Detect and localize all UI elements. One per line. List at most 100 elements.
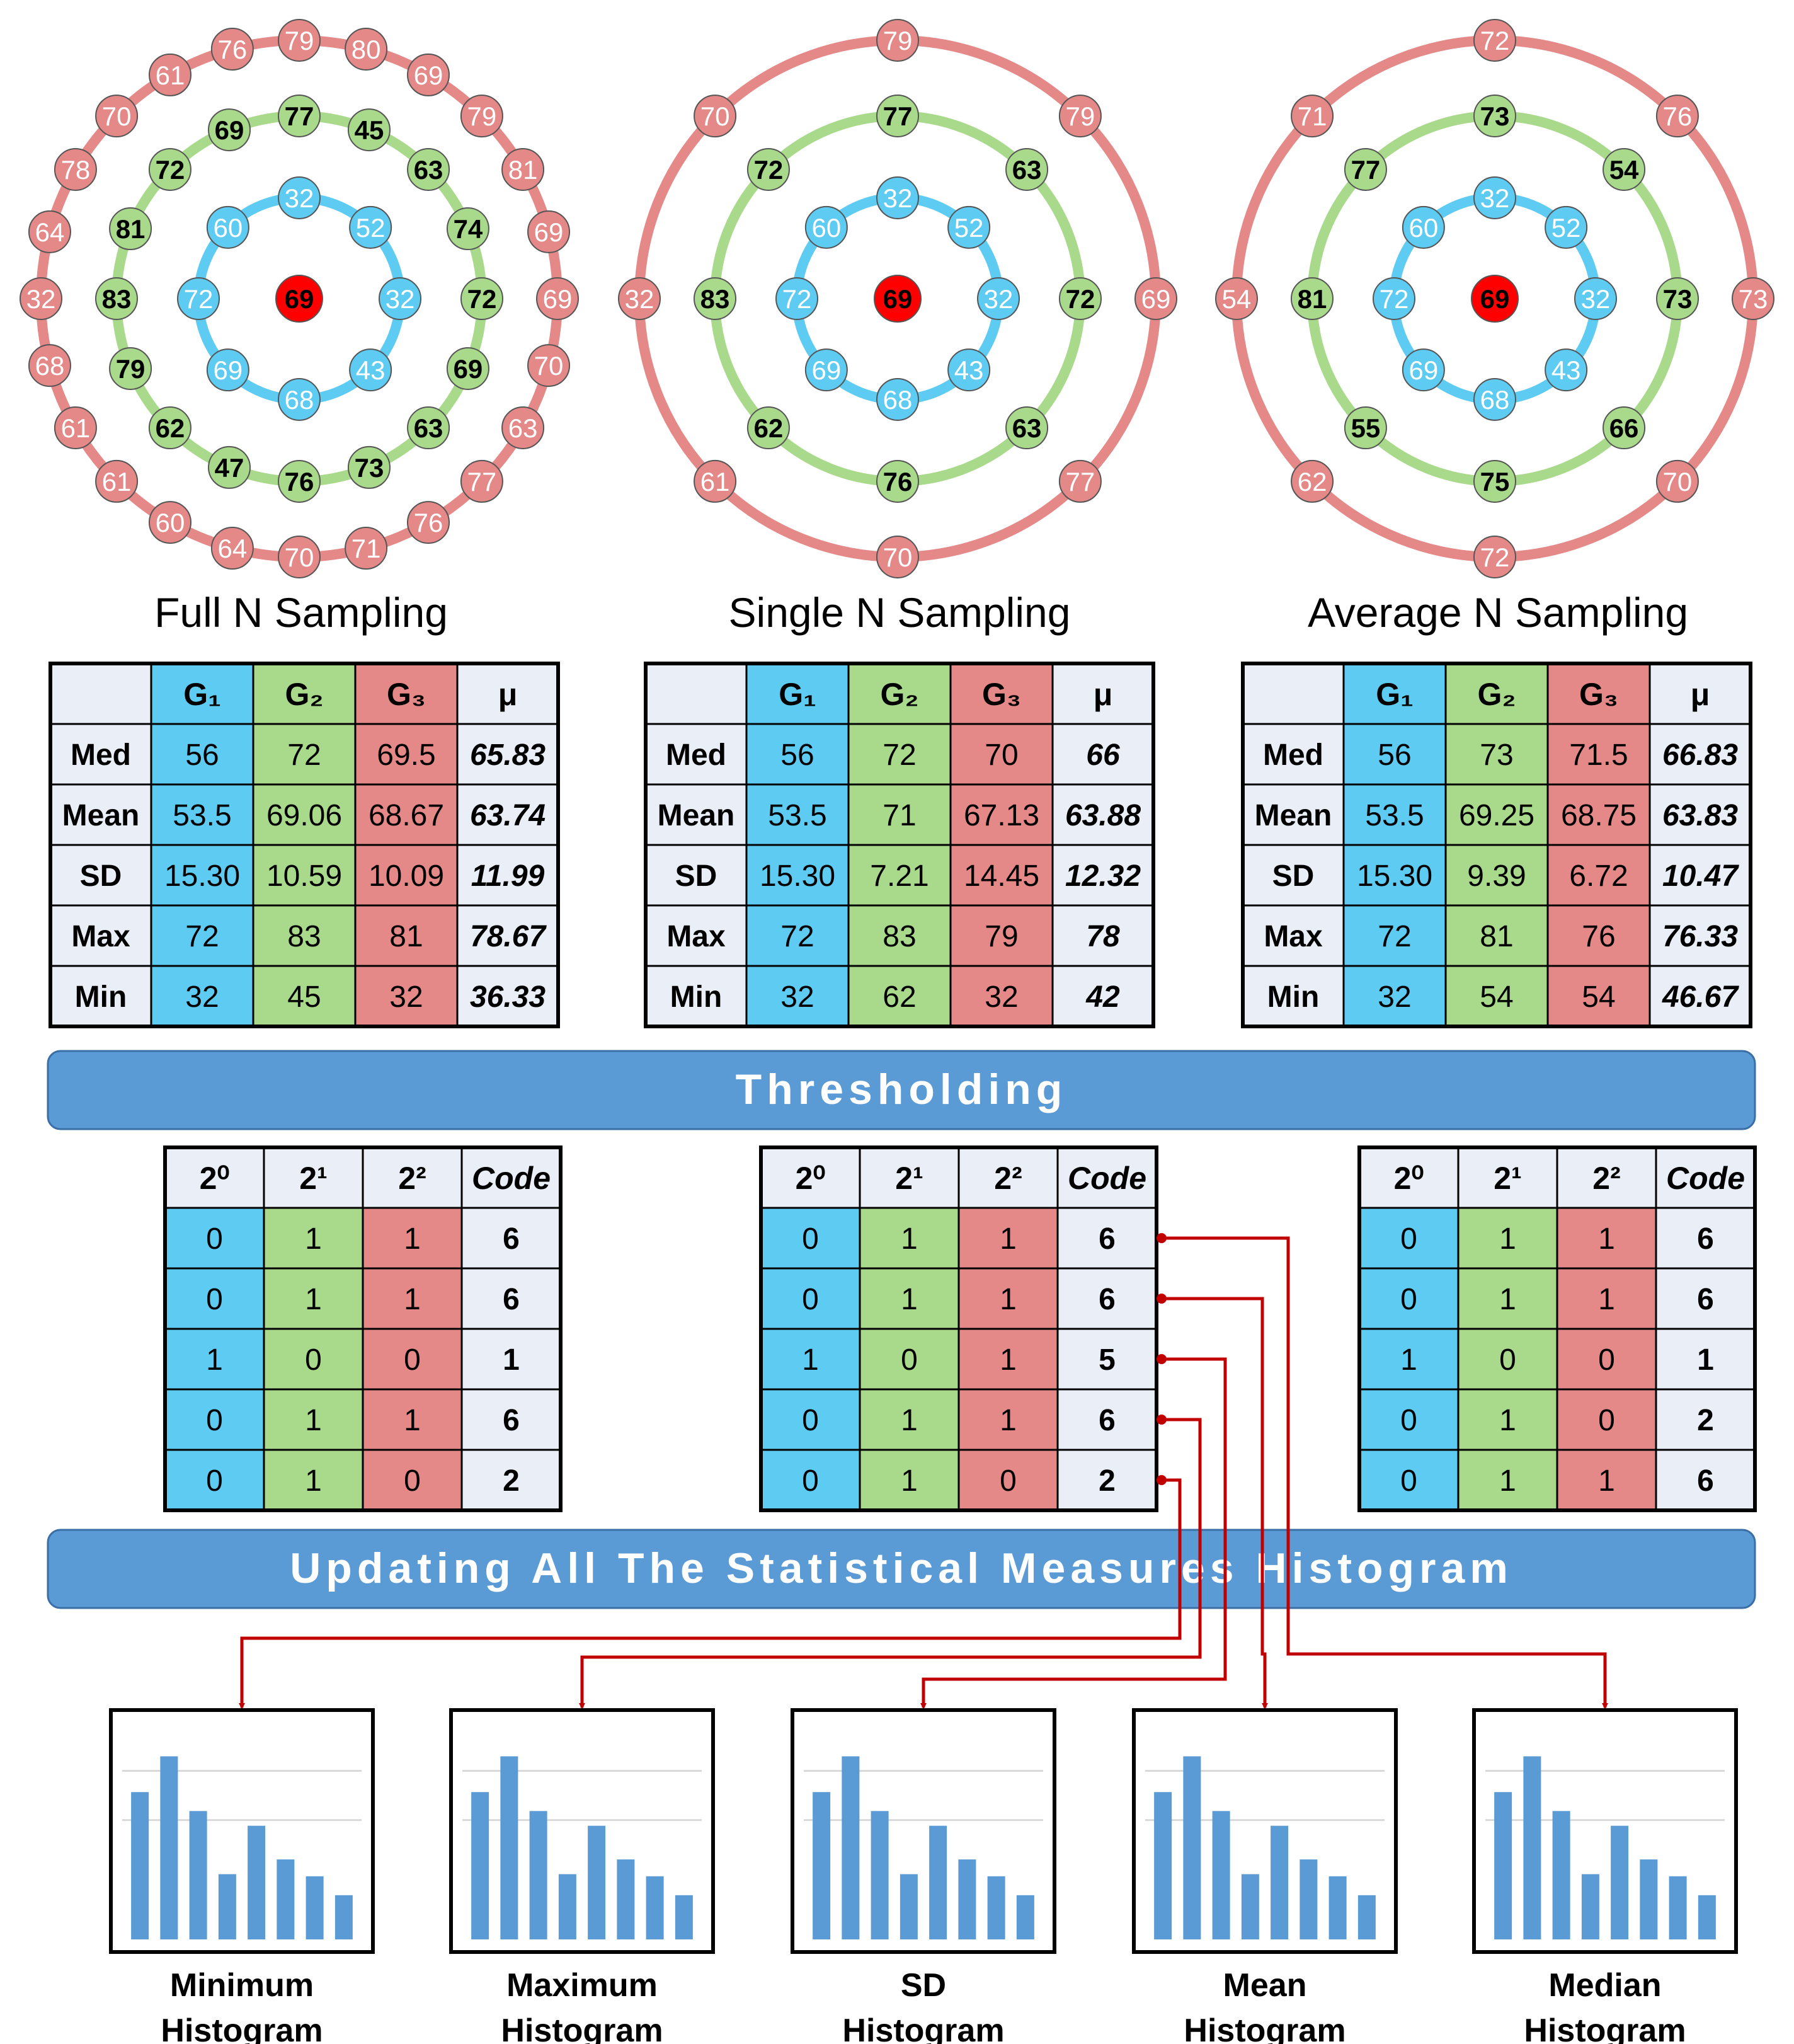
full-g3-node bbox=[536, 277, 579, 320]
average-g1-node bbox=[1373, 277, 1415, 320]
single-center-node bbox=[874, 275, 922, 323]
average-g1-node bbox=[1545, 205, 1588, 249]
stats-g2-value: 54 bbox=[1480, 980, 1513, 1014]
single-g1-value: 60 bbox=[812, 213, 842, 243]
bit-value: 1 bbox=[901, 1283, 918, 1316]
bit-value: 0 bbox=[1499, 1343, 1516, 1377]
average-g3-node bbox=[1291, 95, 1334, 138]
single-g1-value: 52 bbox=[954, 213, 984, 243]
stats-mu-value: 10.47 bbox=[1662, 859, 1739, 893]
full-g2-value: 69 bbox=[215, 115, 244, 145]
bit-value: 0 bbox=[802, 1464, 819, 1498]
stats-cell bbox=[252, 783, 357, 846]
histogram-bar bbox=[1183, 1756, 1201, 1939]
stats-cell bbox=[1242, 662, 1345, 725]
code-cell bbox=[1556, 1328, 1657, 1391]
bit-value: 1 bbox=[305, 1464, 322, 1498]
code-value: 1 bbox=[503, 1343, 520, 1377]
bit-value: 0 bbox=[206, 1222, 223, 1256]
stats-cell bbox=[1648, 662, 1752, 725]
histogram-bar bbox=[813, 1792, 831, 1939]
single-g1-value: 72 bbox=[782, 284, 812, 314]
stats-g2-value: 9.39 bbox=[1467, 859, 1526, 893]
code-cell bbox=[1457, 1388, 1558, 1451]
stats-mu-value: 76.33 bbox=[1662, 920, 1738, 953]
histogram-bar bbox=[1271, 1825, 1289, 1939]
average-g3-value: 71 bbox=[1298, 101, 1327, 131]
average-g3-value: 76 bbox=[1663, 101, 1693, 131]
full-g2-node bbox=[347, 445, 391, 489]
stats-g1-value: 32 bbox=[780, 980, 814, 1014]
code-header: Code bbox=[472, 1161, 551, 1196]
single-g3-value: 70 bbox=[700, 101, 730, 131]
bit-value: 0 bbox=[404, 1343, 421, 1377]
bit-value: 0 bbox=[802, 1283, 819, 1316]
full-g3-value: 69 bbox=[543, 284, 573, 314]
stats-mu-value: 46.67 bbox=[1662, 980, 1739, 1014]
stats-mu-value: 66 bbox=[1086, 738, 1120, 772]
code-cell bbox=[460, 1328, 562, 1391]
stats-cell bbox=[1444, 965, 1549, 1028]
stats-g3-value: 68.67 bbox=[369, 799, 444, 832]
single-g3-value: 79 bbox=[883, 26, 913, 55]
stats-cell bbox=[644, 662, 748, 725]
code-cell bbox=[1056, 1207, 1158, 1270]
full-g3-node bbox=[210, 527, 254, 570]
bit-value: 1 bbox=[1598, 1222, 1615, 1256]
full-g1-value: 60 bbox=[214, 213, 243, 243]
stats-header: G₃ bbox=[387, 677, 426, 712]
stats-g1-value: 15.30 bbox=[760, 859, 835, 893]
stats-row-label: Max bbox=[71, 920, 130, 953]
average-g2-node bbox=[1603, 147, 1646, 191]
code-cell bbox=[362, 1207, 463, 1270]
histogram-bar bbox=[871, 1811, 889, 1939]
average-g2-node bbox=[1656, 277, 1699, 320]
stats-table: G₁ G₂ G₃ μ Med 56 72 70 66 Mean 53.5 71 67.13 63.88 SD… bbox=[644, 662, 1155, 1028]
code-header: Code bbox=[1068, 1161, 1146, 1196]
histogram-bar bbox=[1154, 1792, 1172, 1939]
histogram-bar bbox=[334, 1895, 353, 1939]
bit-value: 1 bbox=[404, 1404, 421, 1437]
ring-diagram-full: 79 80 69 79 81 69 69 70 63 77 76 71 70 64 60 61 61 68 32 64… bbox=[20, 19, 579, 578]
average-center-value: 69 bbox=[1480, 284, 1510, 314]
bit-value: 1 bbox=[1000, 1343, 1017, 1377]
full-g1-node bbox=[206, 348, 249, 392]
histogram-bar bbox=[1016, 1895, 1034, 1939]
stats-header: G₁ bbox=[183, 677, 221, 712]
stats-g1-value: 72 bbox=[1378, 920, 1411, 953]
average-g1-value: 32 bbox=[1480, 183, 1510, 213]
full-g2-node bbox=[407, 406, 450, 450]
histogram-bar bbox=[1523, 1756, 1541, 1939]
stats-cell bbox=[1342, 965, 1447, 1028]
full-g3-value: 70 bbox=[534, 351, 564, 381]
full-g2-node bbox=[208, 108, 251, 152]
code-cell bbox=[1457, 1449, 1558, 1512]
full-g3-node bbox=[149, 53, 191, 96]
single-g3-value: 70 bbox=[883, 543, 913, 572]
statistics-tables: G₁ G₂ G₃ μ Med 56 72 69.5 65.83 Mean 53.5 69.06 68.6… bbox=[49, 662, 1752, 1028]
sampling-rings: 79 80 69 79 81 69 69 70 63 77 76 71 70 64 60 61 61 68 32 64… bbox=[20, 19, 1774, 578]
histogram-bar bbox=[1494, 1792, 1512, 1939]
bit-value: 1 bbox=[1000, 1404, 1017, 1437]
code-header: 2⁰ bbox=[1394, 1161, 1424, 1196]
average-g3-value: 70 bbox=[1663, 467, 1693, 497]
full-g2-node bbox=[347, 108, 391, 152]
stats-g2-value: 72 bbox=[287, 738, 321, 772]
code-header: 2² bbox=[1592, 1161, 1620, 1196]
code-value: 5 bbox=[1099, 1343, 1116, 1377]
full-g3-value: 71 bbox=[351, 534, 381, 563]
full-g1-node bbox=[206, 205, 249, 249]
code-value: 2 bbox=[503, 1464, 520, 1498]
full-g2-node bbox=[407, 147, 450, 191]
stats-g2-value: 73 bbox=[1480, 738, 1513, 772]
bit-value: 1 bbox=[1499, 1404, 1516, 1437]
bit-value: 0 bbox=[206, 1464, 223, 1498]
bit-value: 1 bbox=[1000, 1283, 1017, 1316]
stats-mu-value: 65.83 bbox=[470, 738, 546, 772]
stats-cell bbox=[745, 662, 850, 725]
single-g2-node bbox=[746, 147, 790, 191]
stats-cell bbox=[1342, 844, 1447, 907]
single-g1-node bbox=[876, 378, 919, 421]
stats-mu-value: 36.33 bbox=[470, 980, 546, 1014]
histogram-frame bbox=[449, 1708, 715, 1954]
